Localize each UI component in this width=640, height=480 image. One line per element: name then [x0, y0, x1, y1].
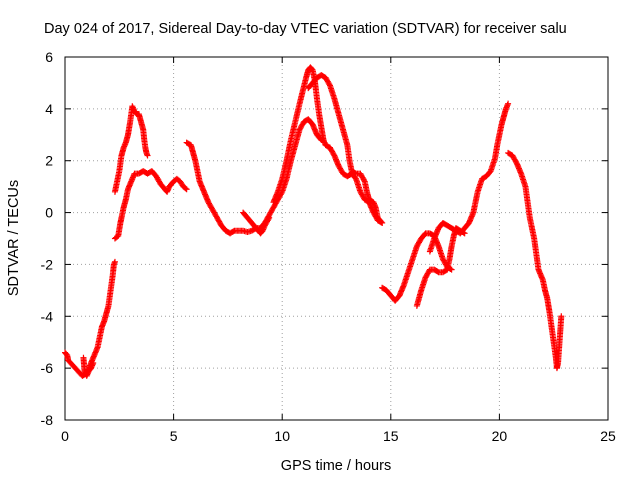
data-series	[62, 258, 118, 379]
data-point	[379, 219, 386, 226]
x-axis-label: GPS time / hours	[281, 458, 391, 474]
x-tick-label: 20	[492, 428, 508, 444]
y-axis-label: SDTVAR / TECUs	[6, 180, 22, 296]
data-point	[183, 186, 190, 193]
axis-ticks: 0 5 10 15 20 25 -8 -6 -4 -2 0 2 4 6	[41, 49, 616, 444]
data-point	[111, 258, 118, 265]
data-markers	[62, 64, 565, 379]
grid	[65, 57, 608, 420]
data-point	[558, 313, 565, 320]
x-tick-label: 10	[274, 428, 290, 444]
data-series	[505, 149, 565, 372]
y-tick-label: 2	[45, 153, 53, 169]
data-series	[326, 144, 386, 226]
data-point	[266, 214, 273, 221]
data-point	[378, 219, 385, 226]
data-series	[240, 209, 273, 237]
data-series	[426, 100, 512, 255]
y-tick-label: 6	[45, 49, 53, 65]
data-point	[361, 177, 368, 184]
data-point	[182, 185, 189, 192]
chart-title: Day 024 of 2017, Sidereal Day-to-day VTE…	[44, 21, 567, 37]
y-tick-label: -6	[41, 360, 54, 376]
y-tick-label: -8	[41, 412, 54, 428]
x-tick-label: 5	[170, 428, 178, 444]
data-series	[111, 168, 190, 242]
data-point	[90, 359, 97, 366]
x-tick-label: 15	[383, 428, 399, 444]
data-point	[326, 81, 333, 88]
x-tick-label: 0	[61, 428, 69, 444]
data-point	[265, 216, 272, 223]
x-tick-label: 25	[600, 428, 616, 444]
data-point	[505, 100, 512, 107]
data-series	[305, 72, 386, 226]
y-tick-label: -2	[41, 256, 54, 272]
y-tick-label: 4	[45, 101, 53, 117]
data-series	[183, 116, 327, 237]
data-series	[270, 64, 333, 206]
data-point	[144, 152, 151, 159]
data-series	[111, 103, 151, 195]
y-tick-label: -4	[41, 308, 54, 324]
y-tick-label: 0	[45, 205, 53, 221]
plot-frame	[64, 56, 609, 421]
data-series	[80, 354, 97, 379]
